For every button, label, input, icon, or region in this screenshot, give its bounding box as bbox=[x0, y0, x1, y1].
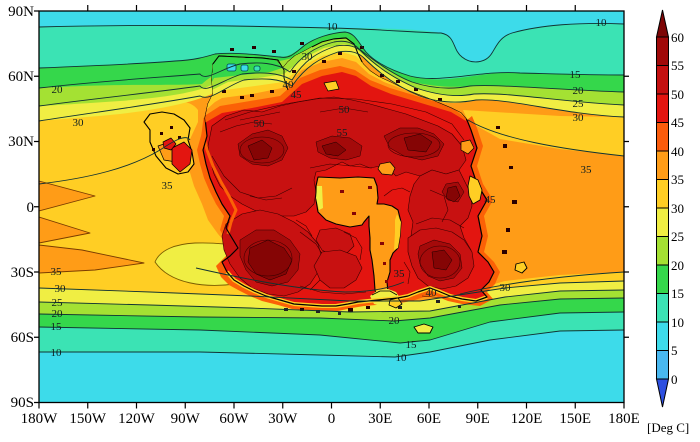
svg-text:180E: 180E bbox=[608, 411, 640, 427]
svg-text:20: 20 bbox=[573, 85, 585, 97]
svg-text:30E: 30E bbox=[368, 411, 392, 427]
svg-text:30: 30 bbox=[73, 117, 85, 129]
svg-text:40: 40 bbox=[671, 144, 684, 159]
svg-text:90N: 90N bbox=[8, 4, 34, 20]
svg-text:15: 15 bbox=[51, 321, 63, 333]
svg-text:50: 50 bbox=[254, 118, 266, 130]
svg-text:35: 35 bbox=[581, 164, 593, 176]
svg-text:0: 0 bbox=[671, 372, 678, 387]
svg-text:30: 30 bbox=[55, 283, 67, 295]
svg-text:55: 55 bbox=[337, 127, 349, 139]
svg-text:35: 35 bbox=[394, 268, 406, 280]
svg-text:10: 10 bbox=[396, 352, 408, 364]
svg-text:15: 15 bbox=[671, 286, 684, 301]
svg-text:10: 10 bbox=[671, 315, 684, 330]
svg-text:150E: 150E bbox=[559, 411, 591, 427]
svg-text:150W: 150W bbox=[69, 411, 107, 427]
svg-text:10: 10 bbox=[51, 347, 63, 359]
svg-text:50: 50 bbox=[671, 87, 684, 102]
svg-text:0: 0 bbox=[27, 200, 35, 216]
svg-text:30: 30 bbox=[500, 282, 512, 294]
svg-text:20: 20 bbox=[52, 84, 64, 96]
svg-text:40: 40 bbox=[283, 79, 295, 91]
svg-text:35: 35 bbox=[671, 172, 684, 187]
svg-text:180W: 180W bbox=[21, 411, 59, 427]
svg-text:60E: 60E bbox=[417, 411, 441, 427]
svg-text:15: 15 bbox=[406, 339, 418, 351]
svg-text:90S: 90S bbox=[11, 395, 34, 411]
svg-text:60S: 60S bbox=[11, 330, 34, 346]
svg-text:20: 20 bbox=[389, 315, 401, 327]
svg-text:40: 40 bbox=[426, 287, 438, 299]
svg-text:30: 30 bbox=[671, 201, 684, 216]
svg-text:120E: 120E bbox=[511, 411, 543, 427]
svg-text:35: 35 bbox=[162, 180, 174, 192]
svg-text:30N: 30N bbox=[8, 134, 34, 150]
svg-text:30W: 30W bbox=[268, 411, 298, 427]
svg-text:45: 45 bbox=[485, 194, 497, 206]
svg-text:45: 45 bbox=[671, 115, 684, 130]
svg-text:35: 35 bbox=[51, 266, 63, 278]
svg-text:[Deg C]: [Deg C] bbox=[647, 420, 689, 435]
svg-text:50: 50 bbox=[339, 104, 351, 116]
svg-text:5: 5 bbox=[671, 343, 678, 358]
svg-text:45: 45 bbox=[291, 89, 303, 101]
svg-text:0: 0 bbox=[328, 411, 336, 427]
svg-text:90E: 90E bbox=[466, 411, 490, 427]
svg-text:55: 55 bbox=[671, 58, 684, 73]
svg-text:60W: 60W bbox=[219, 411, 249, 427]
svg-text:30S: 30S bbox=[11, 265, 34, 281]
svg-text:30: 30 bbox=[302, 51, 314, 63]
svg-text:25: 25 bbox=[52, 297, 64, 309]
svg-text:60: 60 bbox=[671, 30, 684, 45]
svg-text:15: 15 bbox=[570, 69, 582, 81]
svg-text:10: 10 bbox=[596, 17, 608, 29]
svg-text:20: 20 bbox=[671, 258, 684, 273]
svg-text:10: 10 bbox=[327, 21, 339, 33]
svg-text:25: 25 bbox=[573, 98, 585, 110]
svg-text:20: 20 bbox=[52, 308, 64, 320]
svg-text:90W: 90W bbox=[171, 411, 201, 427]
svg-text:120W: 120W bbox=[118, 411, 156, 427]
svg-text:60N: 60N bbox=[8, 69, 34, 85]
svg-text:30: 30 bbox=[573, 112, 585, 124]
svg-text:25: 25 bbox=[671, 229, 684, 244]
